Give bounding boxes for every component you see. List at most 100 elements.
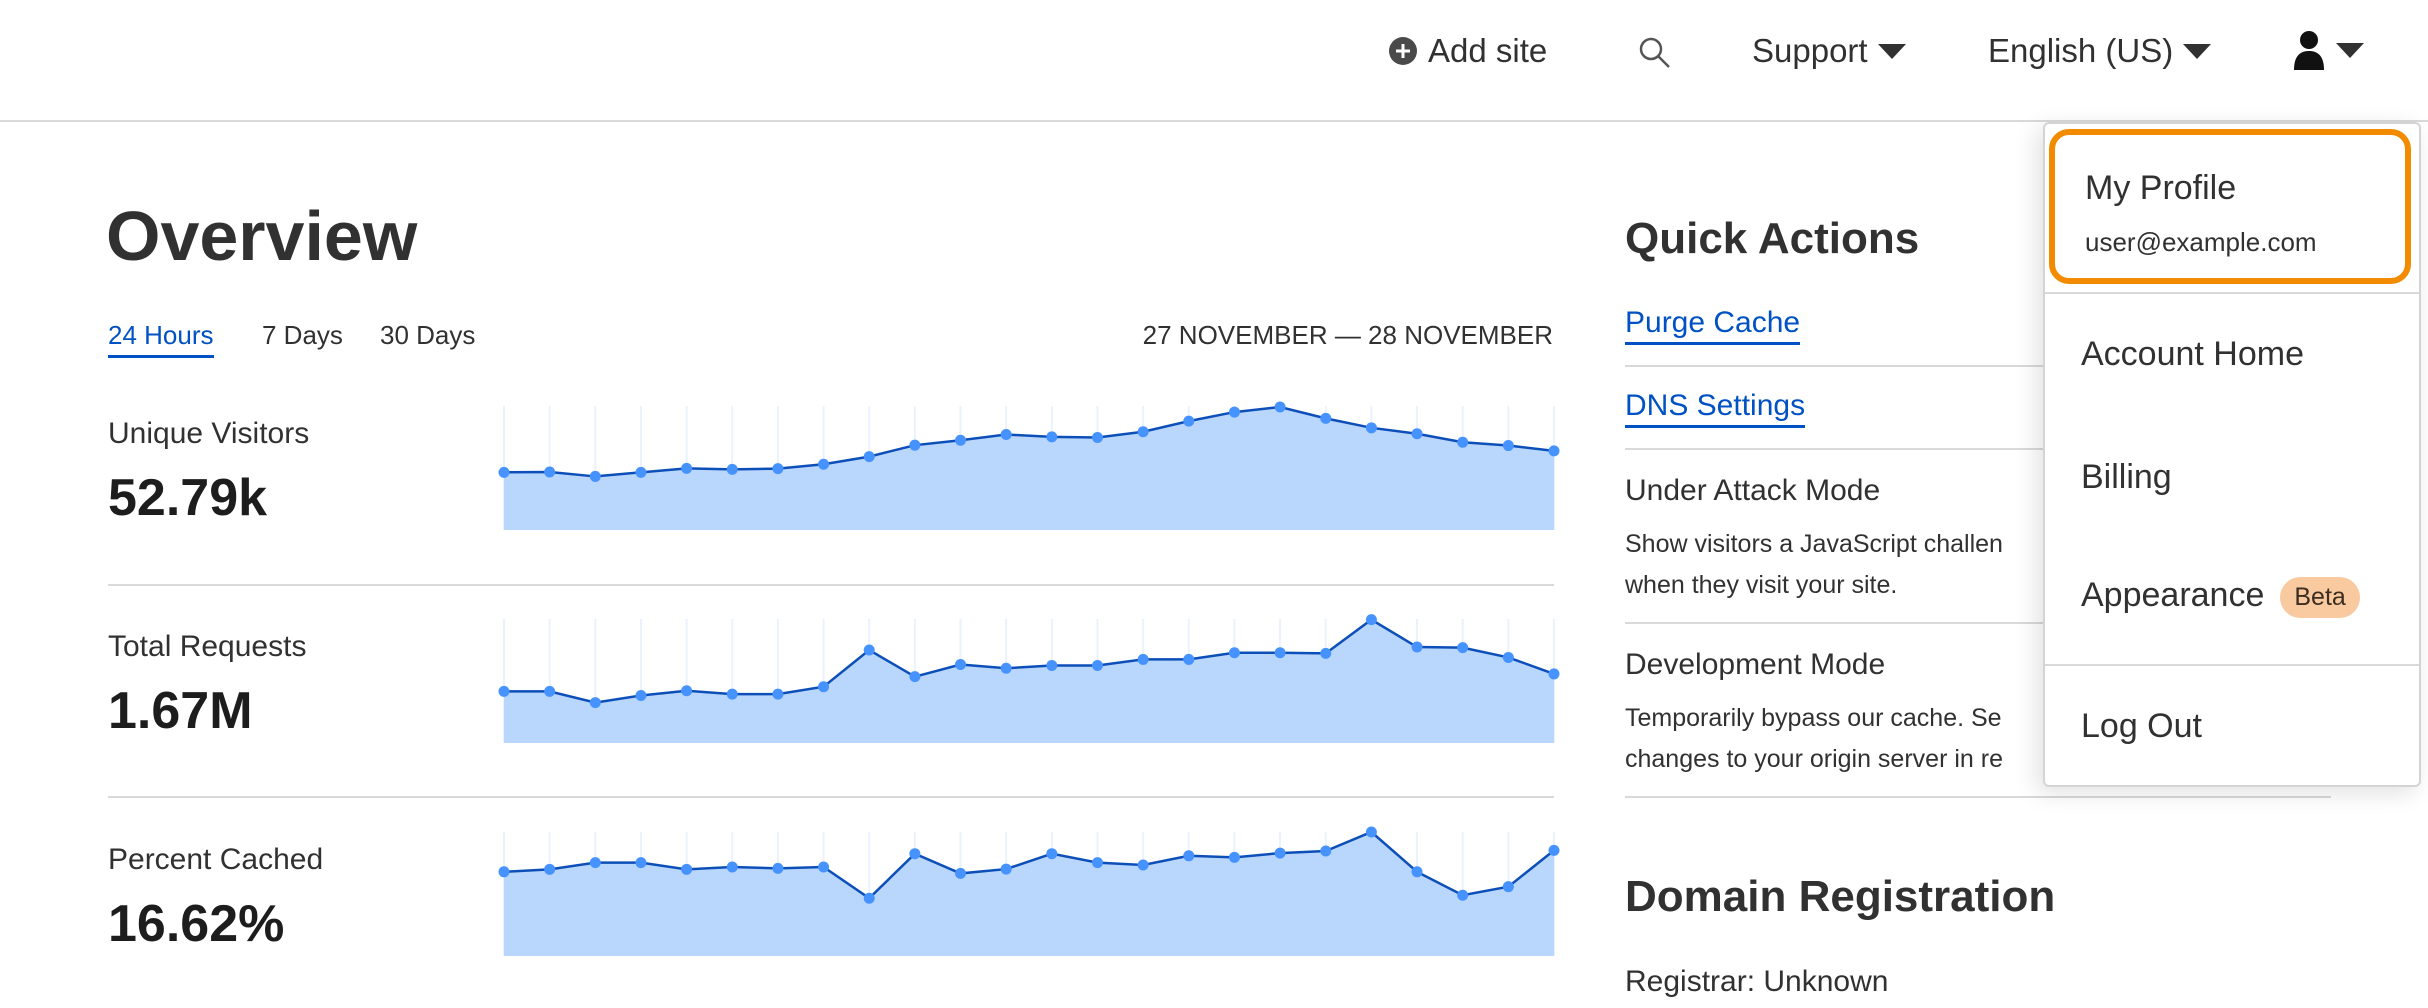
data-point [544, 466, 556, 478]
purge-cache-link[interactable]: Purge Cache [1625, 306, 1801, 345]
appearance-label: Appearance [2081, 576, 2265, 614]
data-point [1274, 401, 1286, 413]
registrar-text: Registrar: Unknown [1625, 965, 1889, 998]
data-point [1548, 668, 1560, 680]
area-fill [504, 832, 1554, 956]
data-point [1137, 426, 1149, 438]
divider [1625, 622, 2045, 624]
my-profile-item[interactable]: My Profile user@example.com [2049, 129, 2411, 284]
data-point [955, 434, 967, 446]
metric-label: Total Requests [108, 630, 307, 663]
data-point [1411, 428, 1423, 440]
top-header: Add site Support English (US) [0, 0, 2428, 122]
data-point [1274, 647, 1286, 659]
data-point [818, 681, 830, 693]
data-point [1502, 651, 1514, 663]
data-point [1320, 845, 1332, 857]
data-point [1548, 445, 1560, 457]
data-point [726, 463, 738, 475]
search-icon[interactable] [1638, 36, 1672, 70]
user-email: user@example.com [2085, 227, 2317, 257]
under-attack-title: Under Attack Mode [1625, 474, 1881, 507]
user-icon [2294, 31, 2324, 70]
data-point [1457, 436, 1469, 448]
data-point [1457, 642, 1469, 654]
data-point [1228, 647, 1240, 659]
data-point [1137, 653, 1149, 665]
billing-item[interactable]: Billing [2081, 458, 2172, 496]
user-dropdown-menu: My Profile user@example.com Account Home… [2043, 122, 2421, 787]
metric-value: 1.67M [108, 682, 253, 740]
tab-24-hours[interactable]: 24 Hours [108, 320, 214, 358]
caret-down-icon [1877, 43, 1906, 59]
data-point [498, 685, 510, 697]
data-point [1228, 406, 1240, 418]
series-line [503, 405, 1555, 478]
metric-label: Percent Cached [108, 843, 324, 876]
tab-30-days[interactable]: 30 Days [380, 320, 476, 350]
data-point [863, 644, 875, 656]
total-requests-chart [498, 614, 1560, 743]
under-attack-desc: Show visitors a JavaScript challen [1625, 530, 2003, 558]
data-point [1000, 863, 1012, 875]
data-point [1046, 431, 1058, 443]
divider [1625, 365, 2045, 367]
account-home-item[interactable]: Account Home [2081, 335, 2304, 373]
add-site-button[interactable]: Add site [1388, 32, 1547, 70]
under-attack-desc: when they visit your site. [1625, 571, 1898, 599]
data-point [1137, 859, 1149, 871]
data-point [1183, 415, 1195, 427]
menu-divider [2045, 664, 2419, 666]
data-point [1320, 412, 1332, 424]
support-label: Support [1752, 32, 1868, 69]
data-point [544, 685, 556, 697]
data-point [909, 848, 921, 860]
data-point [1365, 826, 1377, 838]
data-point [1320, 647, 1332, 659]
data-point [1091, 857, 1103, 869]
data-point [1000, 662, 1012, 674]
data-point [1183, 653, 1195, 665]
data-point [589, 697, 601, 709]
data-point [635, 690, 647, 702]
data-point [863, 451, 875, 463]
support-dropdown[interactable]: Support [1752, 32, 1906, 70]
data-point [681, 462, 693, 474]
percent-cached-chart [498, 826, 1560, 956]
data-point [955, 867, 967, 879]
beta-badge: Beta [2280, 576, 2360, 618]
user-menu-button[interactable] [2292, 30, 2364, 70]
data-point [1548, 844, 1560, 856]
unique-visitors-chart [498, 401, 1560, 530]
area-fill [504, 619, 1554, 743]
data-point [726, 688, 738, 700]
data-point [1411, 641, 1423, 653]
data-point [1502, 440, 1514, 452]
data-point [955, 659, 967, 671]
language-dropdown[interactable]: English (US) [1988, 32, 2212, 70]
series-line [504, 618, 1555, 704]
data-point [1365, 422, 1377, 434]
tab-7-days[interactable]: 7 Days [262, 320, 343, 350]
data-point [1046, 660, 1058, 671]
log-out-item[interactable]: Log Out [2081, 707, 2202, 745]
data-point [589, 857, 601, 869]
data-point [589, 470, 601, 482]
data-point [635, 466, 647, 478]
data-point [772, 463, 784, 475]
appearance-item[interactable]: Appearance Beta [2081, 576, 2360, 618]
caret-down-icon [2336, 42, 2364, 58]
domain-registration-title: Domain Registration [1625, 872, 2056, 921]
data-point [635, 857, 647, 869]
dns-settings-link[interactable]: DNS Settings [1625, 389, 1806, 428]
data-point [1411, 866, 1423, 878]
quick-actions-title: Quick Actions [1625, 214, 1920, 263]
caret-down-icon [2183, 43, 2212, 59]
data-point [498, 466, 510, 478]
data-point [1183, 850, 1195, 862]
my-profile-label: My Profile [2085, 169, 2237, 207]
data-point [681, 685, 693, 697]
metric-value: 16.62% [108, 895, 285, 953]
data-point [1091, 431, 1103, 443]
data-point [1228, 851, 1240, 863]
